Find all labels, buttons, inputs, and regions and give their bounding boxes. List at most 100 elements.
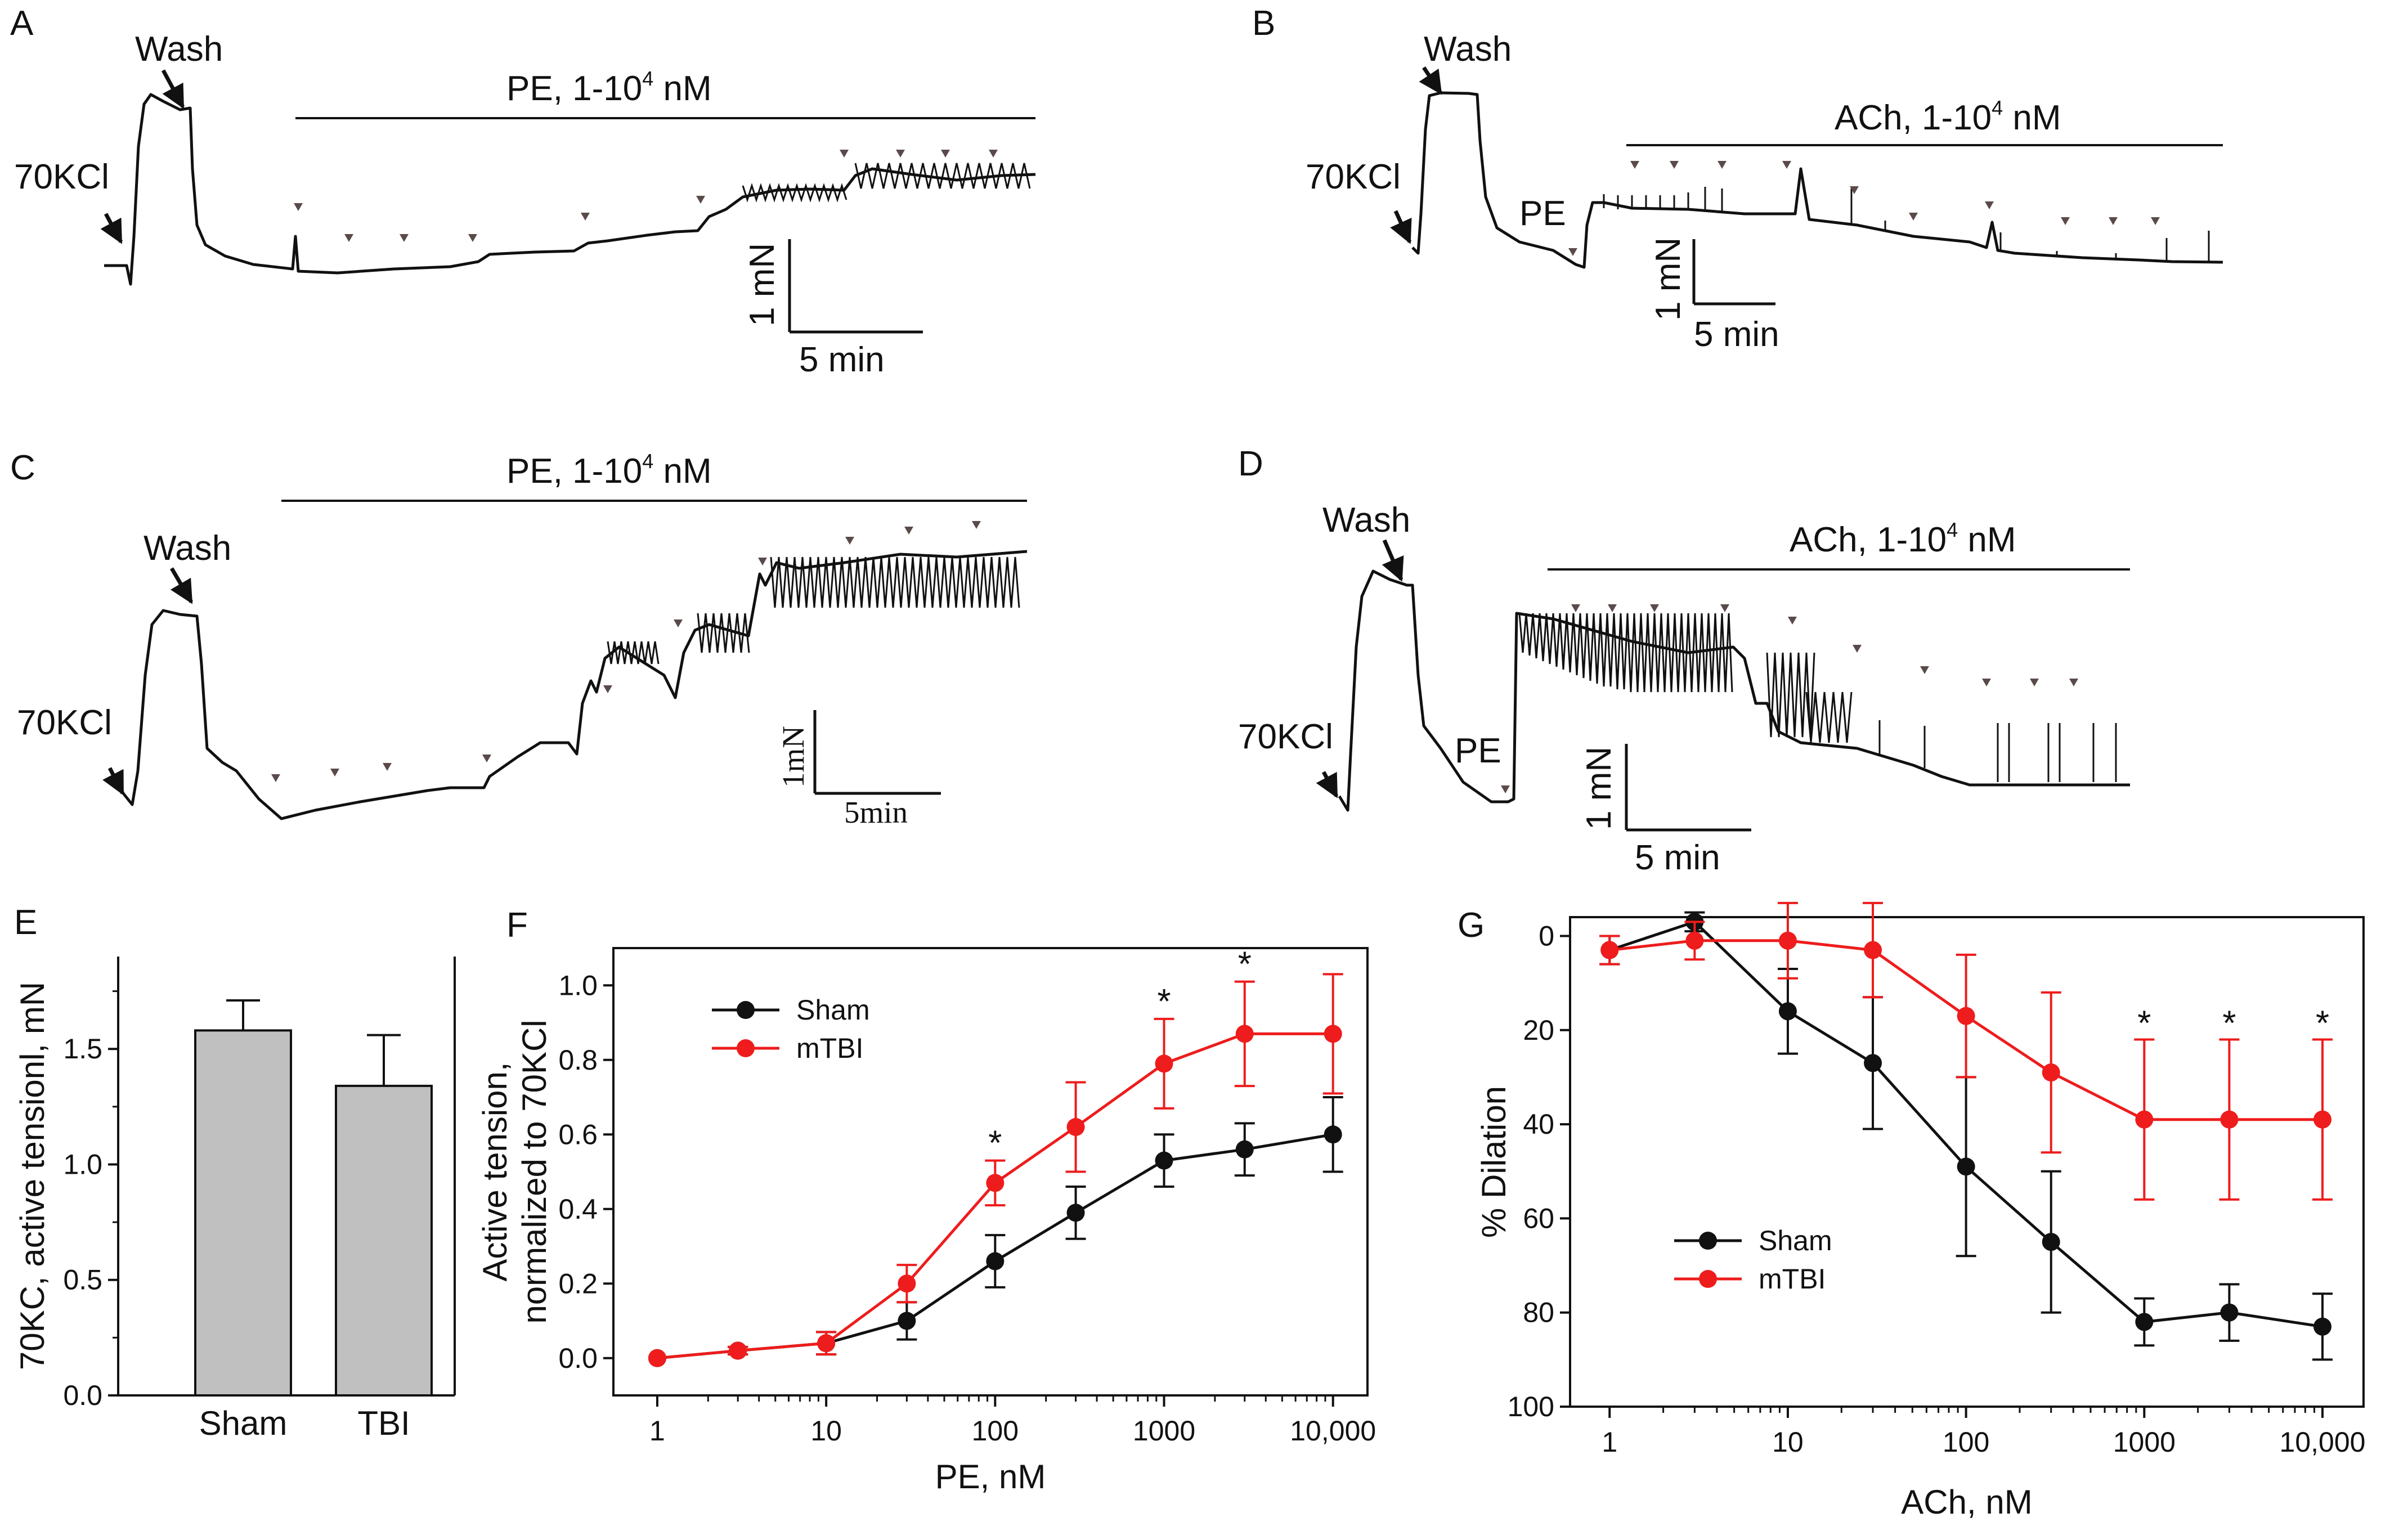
panel-e-chart: E 0.0 0.5 1.0 1.5 Sham TBI 70KC, active tensio… bbox=[14, 903, 456, 1442]
g-ytick-label: 80 bbox=[1523, 1297, 1554, 1328]
e-bar bbox=[194, 1029, 292, 1397]
f-x-axis-title: PE, nM bbox=[935, 1458, 1046, 1496]
f-point-mtbi bbox=[648, 1349, 666, 1367]
scale-y-label-d: 1 mN bbox=[1580, 747, 1618, 830]
g-point-mtbi bbox=[1685, 931, 1704, 950]
f-point-mtbi bbox=[986, 1174, 1005, 1192]
wash-label-d: Wash bbox=[1322, 501, 1410, 540]
wash-arrow-b bbox=[1419, 66, 1442, 95]
trace-spikes-b bbox=[1603, 187, 2210, 262]
g-point-mtbi bbox=[1600, 941, 1619, 959]
f-point-mtbi bbox=[1066, 1118, 1085, 1136]
g-legend-marker bbox=[1699, 1270, 1717, 1288]
kcl-arrow-a bbox=[100, 213, 123, 244]
g-point-sham bbox=[2135, 1313, 2154, 1331]
trace-noise-c bbox=[607, 556, 1020, 665]
scale-y-label-b: 1 mN bbox=[1649, 237, 1688, 321]
f-point-sham bbox=[1235, 1140, 1254, 1159]
pe-label-b: PE bbox=[1519, 194, 1566, 233]
f-point-sham bbox=[986, 1252, 1005, 1270]
e-category-label: TBI bbox=[357, 1404, 410, 1442]
g-x-axis-title: ACh, nM bbox=[1901, 1483, 2032, 1521]
panel-a: A Wash 70KCl PE, 1-104 nM 1 mN 5 min bbox=[10, 4, 1036, 379]
drug-label-c: PE, 1-104 nM bbox=[506, 450, 712, 491]
scale-x-label-b: 5 min bbox=[1694, 315, 1779, 354]
g-ytick-label: 0 bbox=[1539, 920, 1554, 951]
panel-letter-b: B bbox=[1252, 4, 1275, 43]
f-point-sham bbox=[1155, 1151, 1173, 1170]
panel-letter-f: F bbox=[506, 906, 528, 945]
f-point-mtbi bbox=[1155, 1054, 1173, 1073]
g-point-sham bbox=[2220, 1303, 2239, 1322]
trace-b bbox=[1411, 91, 2223, 269]
f-ytick-label: 0.4 bbox=[558, 1193, 598, 1225]
trace-d bbox=[1338, 569, 2130, 812]
f-point-sham bbox=[1324, 1125, 1342, 1144]
g-point-mtbi bbox=[2135, 1110, 2154, 1129]
pe-label-d: PE bbox=[1455, 731, 1501, 770]
panel-c: C Wash 70KCl PE, 1-104 nM 1mN 5min bbox=[10, 448, 1028, 829]
f-plot-frame bbox=[612, 947, 1369, 1397]
panel-d: D Wash 70KCl PE ACh, 1-104 nM 1 mN 5 min bbox=[1238, 445, 2130, 877]
panel-letter-a: A bbox=[10, 4, 34, 43]
f-ytick-label: 0.8 bbox=[558, 1044, 598, 1076]
g-legend-marker bbox=[1699, 1232, 1717, 1250]
e-ytick-label: 0.5 bbox=[63, 1264, 102, 1296]
wash-arrow-d bbox=[1382, 539, 1404, 582]
g-point-sham bbox=[2313, 1317, 2332, 1336]
wash-label-b: Wash bbox=[1424, 30, 1512, 69]
f-ytick-label: 0.0 bbox=[558, 1343, 598, 1374]
f-legend-marker bbox=[737, 1001, 755, 1019]
f-point-mtbi bbox=[1324, 1025, 1342, 1043]
kcl-label-c: 70KCl bbox=[17, 703, 112, 742]
f-legend-marker bbox=[737, 1039, 755, 1057]
g-point-mtbi bbox=[2042, 1063, 2060, 1082]
drug-label-d: ACh, 1-104 nM bbox=[1790, 518, 2016, 559]
g-xtick-label: 1000 bbox=[2113, 1426, 2176, 1458]
kcl-label-a: 70KCl bbox=[14, 158, 109, 196]
wash-label-c: Wash bbox=[144, 529, 231, 568]
trace-a bbox=[104, 93, 1036, 286]
drug-label-b: ACh, 1-104 nM bbox=[1835, 96, 2061, 137]
g-point-mtbi bbox=[1778, 931, 1797, 950]
panel-f-chart: F 1 10 100 1000 10,000 0.0 0.2 0.4 0.6 0.8 1.0 * * * S… bbox=[476, 906, 1376, 1496]
g-legend-label: mTBI bbox=[1759, 1263, 1826, 1295]
f-point-sham bbox=[898, 1312, 916, 1330]
f-significance-star: * bbox=[1238, 945, 1252, 984]
trace-noise-a bbox=[742, 163, 1031, 203]
kcl-arrow-d bbox=[1316, 771, 1339, 798]
g-point-sham bbox=[1864, 1054, 1882, 1072]
g-xtick-label: 10 bbox=[1772, 1426, 1804, 1458]
g-xtick-label: 1 bbox=[1602, 1426, 1617, 1458]
g-y-axis-title: % Dilation bbox=[1475, 1086, 1513, 1238]
g-legend-label: Sham bbox=[1759, 1225, 1832, 1256]
f-y-axis-title-line2: normalized to 70KCl bbox=[515, 1020, 553, 1323]
e-y-axis-title: 70KC, active tensionl, mN bbox=[14, 982, 51, 1370]
kcl-label-b: 70KCl bbox=[1306, 158, 1401, 196]
scale-y-label-c: 1mN bbox=[776, 726, 810, 788]
f-significance-star: * bbox=[1157, 982, 1171, 1021]
g-point-mtbi bbox=[1957, 1007, 1975, 1025]
e-ytick-label: 1.5 bbox=[63, 1033, 102, 1065]
e-category-label: Sham bbox=[199, 1404, 288, 1442]
g-significance-star: * bbox=[2222, 1004, 2236, 1043]
g-ytick-label: 60 bbox=[1523, 1202, 1554, 1234]
dose-arrows-d bbox=[1501, 604, 2078, 793]
f-point-mtbi bbox=[817, 1334, 836, 1353]
g-significance-star: * bbox=[2137, 1004, 2151, 1043]
dose-arrows-b bbox=[1568, 161, 2160, 256]
scale-x-label-a: 5 min bbox=[799, 340, 885, 379]
scale-x-label-c: 5min bbox=[844, 795, 908, 829]
e-ytick-label: 1.0 bbox=[63, 1148, 102, 1180]
f-y-axis-title-line1: Active tension, bbox=[476, 1062, 514, 1281]
f-legend-label: mTBI bbox=[796, 1032, 863, 1064]
wash-label-a: Wash bbox=[135, 30, 223, 69]
f-point-mtbi bbox=[1235, 1025, 1254, 1043]
g-point-sham bbox=[1778, 1002, 1797, 1021]
panel-letter-e: E bbox=[14, 903, 37, 942]
trace-c bbox=[120, 550, 1028, 820]
g-point-sham bbox=[1957, 1157, 1975, 1176]
g-ytick-label: 100 bbox=[1508, 1391, 1554, 1422]
kcl-arrow-c bbox=[102, 767, 125, 796]
